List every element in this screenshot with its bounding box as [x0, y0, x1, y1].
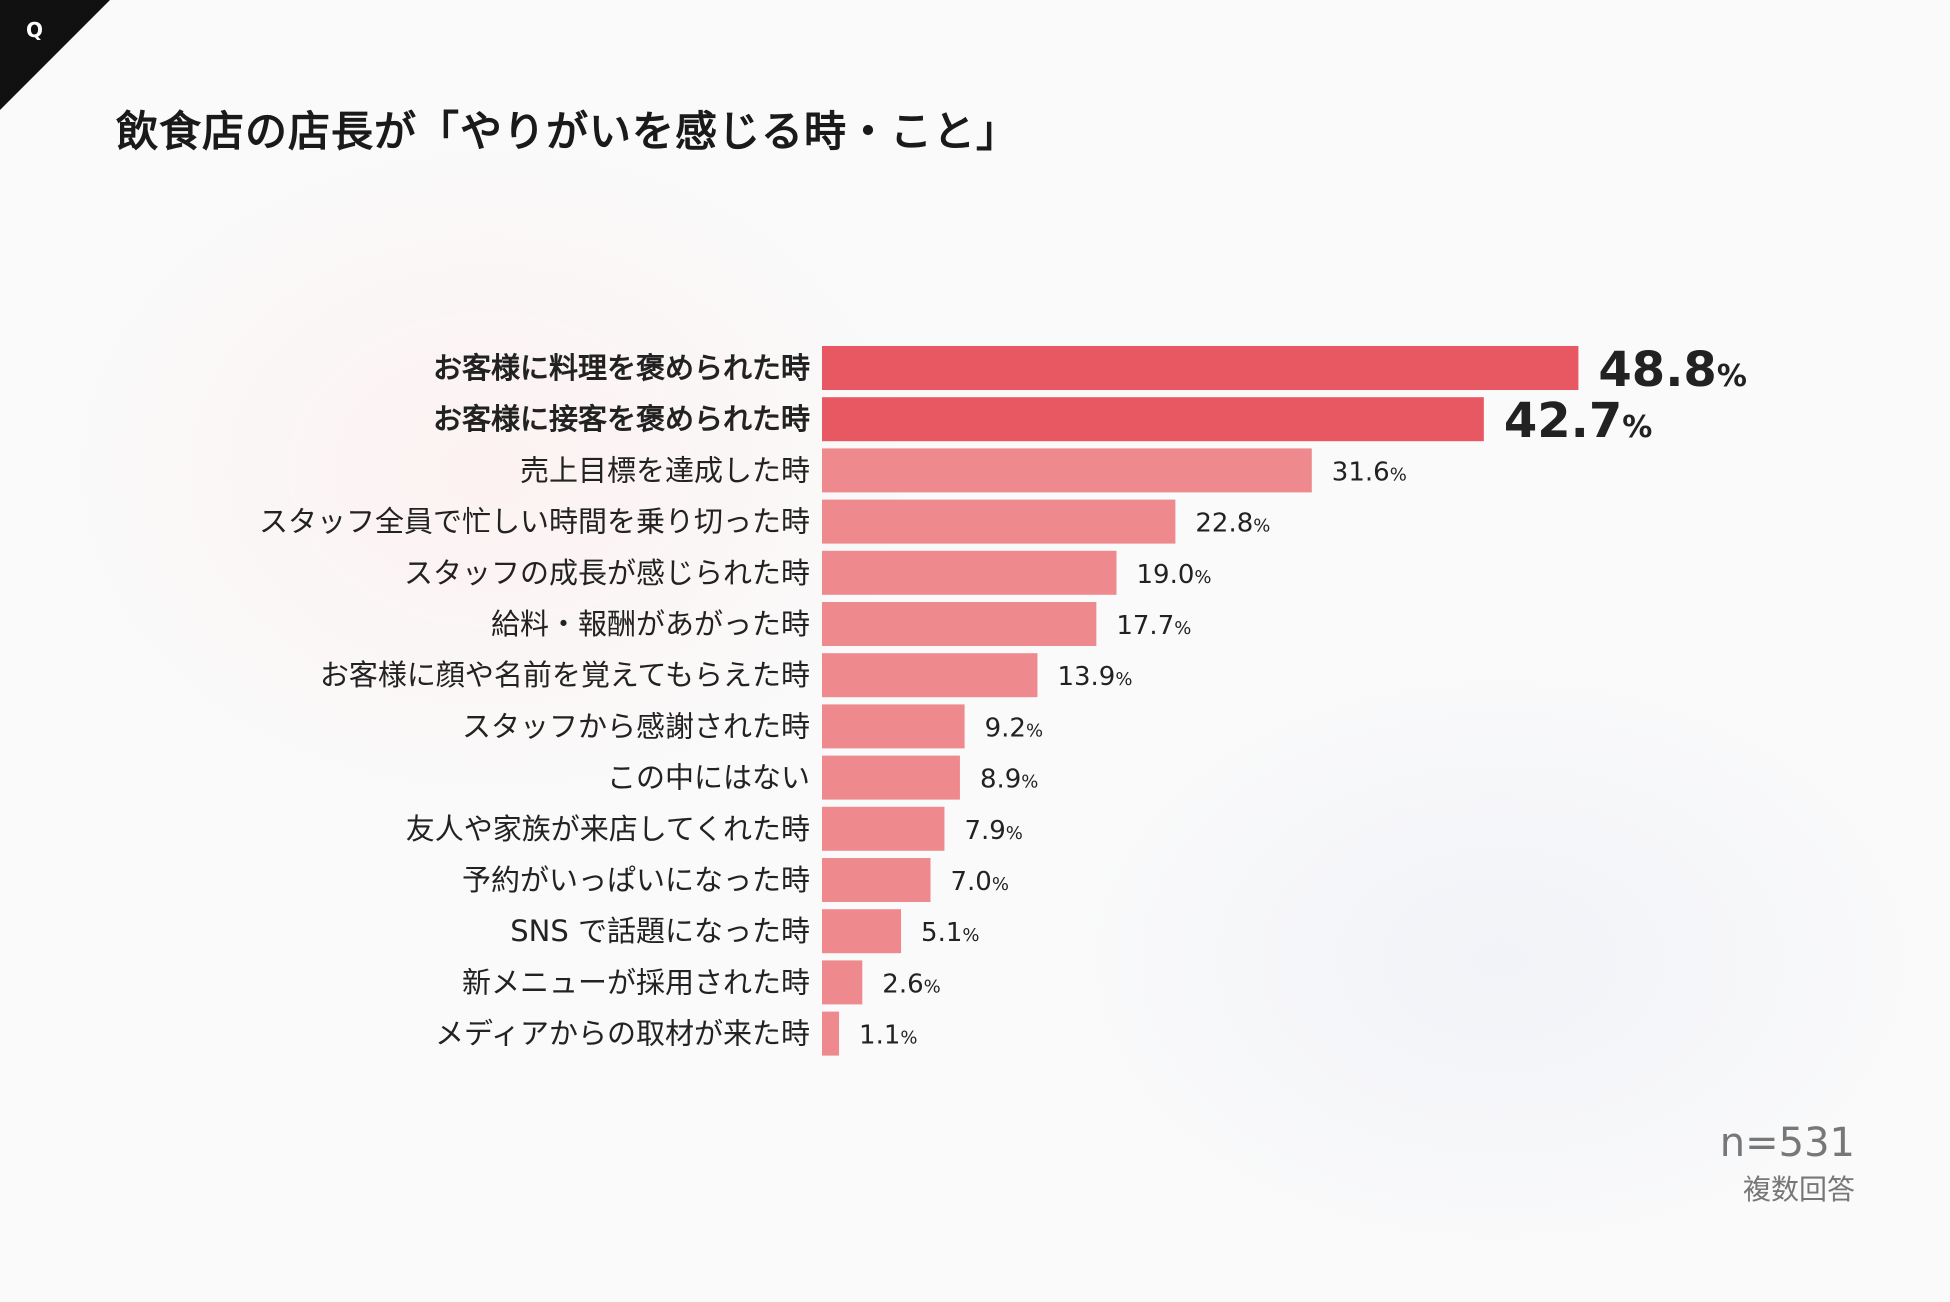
value-label: 22.8% [1195, 509, 1270, 539]
value-label: 7.0% [951, 867, 1009, 897]
category-label: この中にはない [607, 761, 810, 795]
bar [822, 909, 902, 954]
bar [822, 858, 931, 902]
category-label: スタッフ全員で忙しい時間を乗り切った時 [259, 505, 810, 539]
category-label: 予約がいっぱいになった時 [462, 863, 810, 897]
category-label: 給料・報酬があがった時 [491, 607, 810, 641]
bar [822, 550, 1117, 595]
multiple-answer-note: 複数回答 [1742, 1173, 1855, 1206]
category-label: SNS で話題になった時 [510, 914, 810, 948]
category-label: メディアからの取材が来た時 [435, 1017, 810, 1051]
value-label: 17.7% [1116, 611, 1191, 641]
category-label: スタッフの成長が感じられた時 [404, 556, 810, 590]
bar [822, 397, 1484, 442]
bar [822, 448, 1312, 493]
bar [822, 960, 863, 1005]
value-label: 7.9% [964, 816, 1022, 846]
bar [822, 499, 1176, 544]
value-label: 48.8% [1598, 342, 1747, 398]
value-label: 19.0% [1137, 560, 1212, 590]
bar [822, 704, 965, 749]
value-label: 2.6% [882, 969, 940, 999]
value-label: 13.9% [1057, 662, 1132, 692]
category-label: 友人や家族が来店してくれた時 [406, 812, 810, 846]
bar [822, 346, 1579, 390]
background-decoration [1050, 650, 1950, 1270]
bar [822, 602, 1097, 646]
question-corner-badge [0, 0, 110, 110]
category-label: お客様に接客を褒められた時 [433, 402, 810, 436]
bar [822, 755, 960, 800]
question-corner-label: Q [26, 18, 44, 42]
bar [822, 653, 1038, 698]
category-label: スタッフから感謝された時 [462, 709, 810, 743]
bar [822, 806, 945, 851]
value-label: 5.1% [921, 918, 979, 948]
value-label: 31.6% [1332, 457, 1407, 487]
bar [822, 1011, 840, 1056]
category-label: 新メニューが採用された時 [462, 965, 810, 999]
value-label: 1.1% [859, 1021, 917, 1051]
sample-size-label: n=531 [1719, 1120, 1855, 1166]
category-label: お客様に顔や名前を覚えてもらえた時 [320, 658, 810, 692]
chart-title: 飲食店の店長が「やりがいを感じる時・こと」 [116, 107, 1020, 156]
value-label: 9.2% [985, 713, 1043, 743]
category-label: お客様に料理を褒められた時 [433, 351, 810, 385]
value-label: 42.7% [1504, 393, 1653, 449]
background-decoration [40, 120, 940, 820]
value-label: 8.9% [980, 765, 1038, 795]
category-label: 売上目標を達成した時 [520, 453, 810, 487]
